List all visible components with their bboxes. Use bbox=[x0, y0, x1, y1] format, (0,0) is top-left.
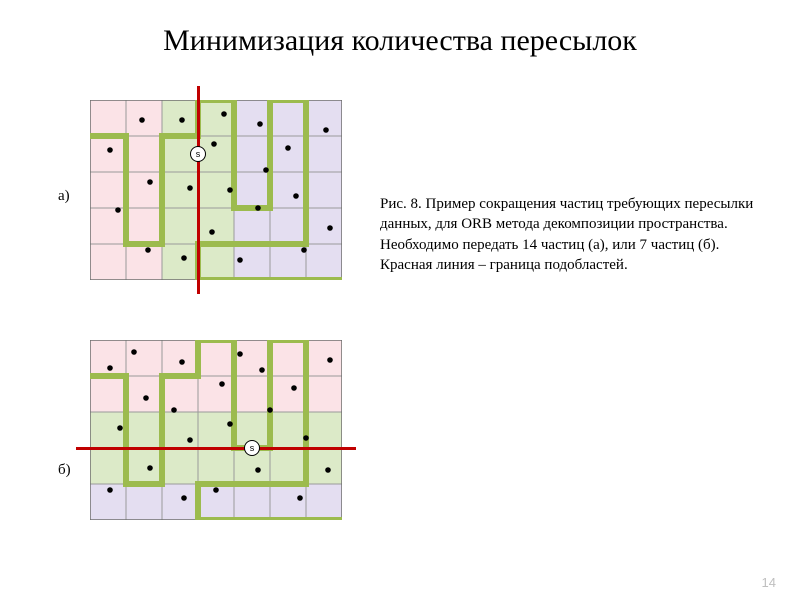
particle-dot bbox=[263, 167, 269, 173]
particle-dot bbox=[117, 425, 123, 431]
particle-dot bbox=[107, 147, 113, 153]
particle-dot bbox=[107, 487, 113, 493]
particle-dot bbox=[179, 117, 185, 123]
particle-dot bbox=[291, 385, 297, 391]
particle-dot bbox=[145, 247, 151, 253]
particle-dot bbox=[211, 141, 217, 147]
particle-dot bbox=[147, 465, 153, 471]
particle-dot bbox=[147, 179, 153, 185]
particle-dot bbox=[327, 357, 333, 363]
particle-dot bbox=[181, 495, 187, 501]
particle-dot bbox=[187, 185, 193, 191]
particle-dot bbox=[303, 435, 309, 441]
particle-dot bbox=[181, 255, 187, 261]
particle-dot bbox=[301, 247, 307, 253]
particle-dot bbox=[293, 193, 299, 199]
particle-dot bbox=[323, 127, 329, 133]
particle-dot bbox=[179, 359, 185, 365]
particle-dot bbox=[115, 207, 121, 213]
s-node: s bbox=[190, 146, 206, 162]
particle-dot bbox=[107, 365, 113, 371]
particle-dot bbox=[297, 495, 303, 501]
particle-dot bbox=[131, 349, 137, 355]
particle-dot bbox=[187, 437, 193, 443]
particle-dot bbox=[171, 407, 177, 413]
boundary-line bbox=[197, 86, 200, 294]
particle-dot bbox=[259, 367, 265, 373]
page-number: 14 bbox=[762, 575, 776, 590]
panel-a-svg bbox=[90, 100, 342, 280]
particle-dot bbox=[255, 467, 261, 473]
s-node: s bbox=[244, 440, 260, 456]
particle-dot bbox=[227, 421, 233, 427]
particle-dot bbox=[221, 111, 227, 117]
panel-b-svg bbox=[90, 340, 342, 520]
particle-dot bbox=[237, 257, 243, 263]
particle-dot bbox=[213, 487, 219, 493]
particle-dot bbox=[143, 395, 149, 401]
particle-dot bbox=[139, 117, 145, 123]
particle-dot bbox=[255, 205, 261, 211]
panel-b: s bbox=[90, 340, 342, 520]
label-a: а) bbox=[58, 188, 70, 205]
label-b: б) bbox=[58, 462, 71, 479]
particle-dot bbox=[327, 225, 333, 231]
page-title: Минимизация количества пересылок bbox=[0, 24, 800, 58]
particle-dot bbox=[257, 121, 263, 127]
particle-dot bbox=[325, 467, 331, 473]
particle-dot bbox=[267, 407, 273, 413]
figure-caption: Рис. 8. Пример сокращения частиц требующ… bbox=[380, 194, 760, 275]
particle-dot bbox=[219, 381, 225, 387]
particle-dot bbox=[237, 351, 243, 357]
particle-dot bbox=[209, 229, 215, 235]
particle-dot bbox=[227, 187, 233, 193]
panel-a: s bbox=[90, 100, 342, 280]
boundary-line bbox=[76, 447, 356, 450]
particle-dot bbox=[285, 145, 291, 151]
